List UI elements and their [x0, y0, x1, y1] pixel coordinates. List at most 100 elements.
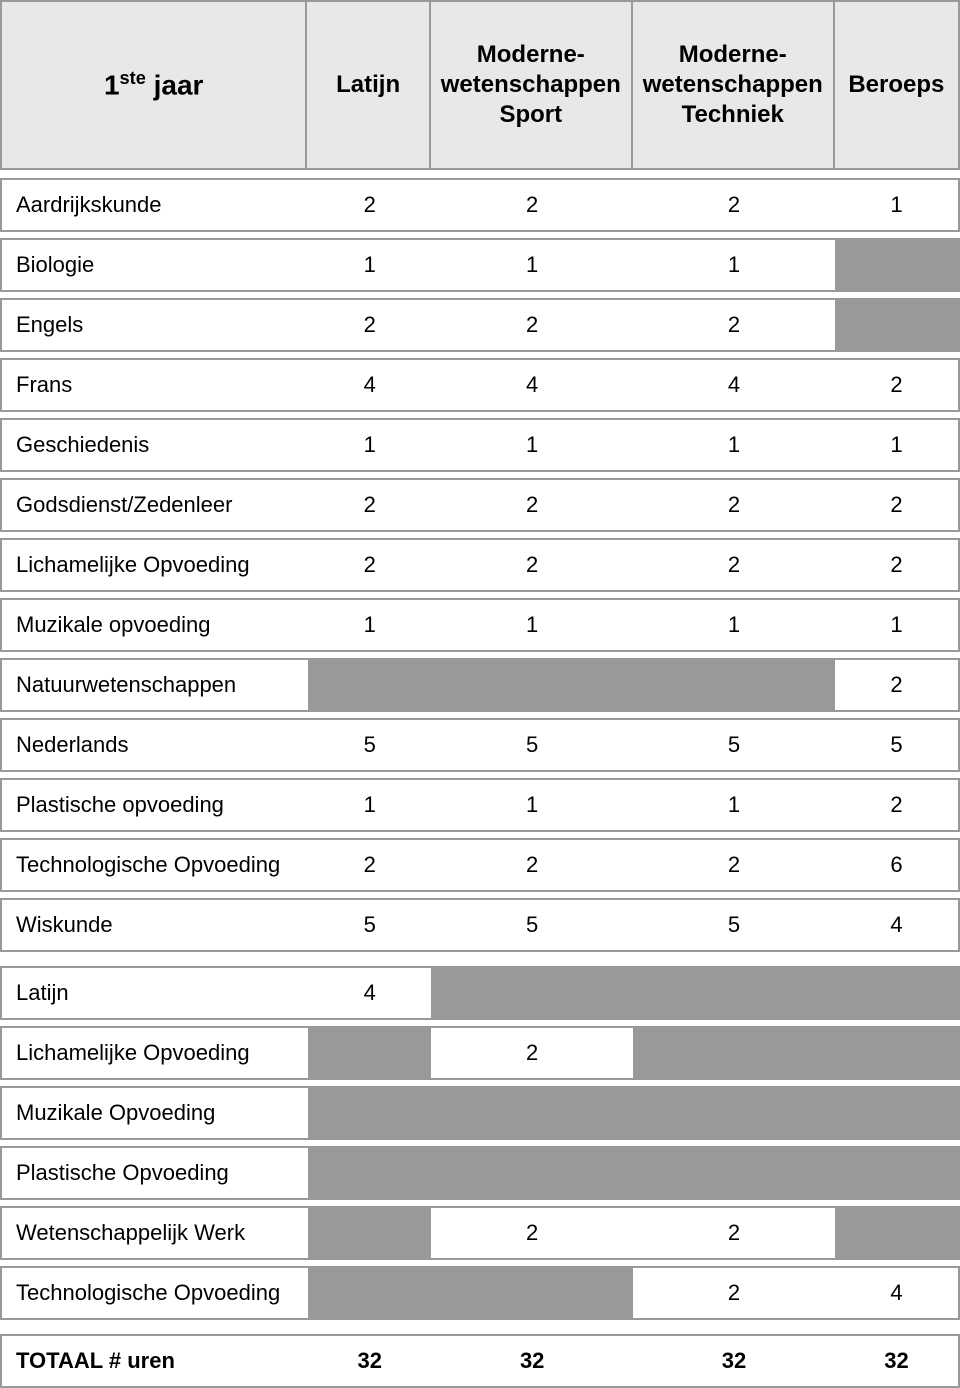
curriculum-table: 1ste jaar Latijn Moderne-wetenschappenSp…: [0, 0, 960, 1388]
hours-value: 2: [308, 480, 431, 530]
hours-value: 5: [431, 900, 633, 950]
hours-value: [835, 968, 958, 1018]
table-row: Wetenschappelijk Werk22: [0, 1206, 960, 1260]
hours-value: [835, 1028, 958, 1078]
hours-value: [633, 968, 835, 1018]
hours-value: 1: [835, 180, 958, 230]
hours-value: [835, 1088, 958, 1138]
table-row: Aardrijkskunde2221: [0, 178, 960, 232]
hours-value: 1: [431, 600, 633, 650]
header-col-latijn: Latijn: [307, 2, 430, 168]
header-col-beroeps: Beroeps: [835, 2, 958, 168]
hours-value: 2: [633, 840, 835, 890]
hours-value: 4: [633, 360, 835, 410]
table-row: Muzikale opvoeding1111: [0, 598, 960, 652]
subject-label: Muzikale opvoeding: [2, 600, 308, 650]
hours-value: 2: [431, 180, 633, 230]
hours-value: 6: [835, 840, 958, 890]
table-row: Biologie111: [0, 238, 960, 292]
subject-label: Technologische Opvoeding: [2, 840, 308, 890]
hours-value: 2: [431, 480, 633, 530]
hours-value: 1: [633, 780, 835, 830]
header-col-moderne-techniek: Moderne-wetenschappenTechniek: [633, 2, 835, 168]
hours-value: 1: [633, 420, 835, 470]
table-row: Technologische Opvoeding2226: [0, 838, 960, 892]
subject-label: Biologie: [2, 240, 308, 290]
hours-value: 2: [835, 780, 958, 830]
subject-label: Plastische opvoeding: [2, 780, 308, 830]
subject-label: Frans: [2, 360, 308, 410]
hours-value: 5: [308, 720, 431, 770]
total-value: 32: [431, 1336, 633, 1386]
hours-value: 1: [308, 600, 431, 650]
hours-value: 2: [835, 540, 958, 590]
hours-value: [633, 660, 835, 710]
hours-value: [633, 1148, 835, 1198]
hours-value: [308, 1268, 431, 1318]
table-row: Godsdienst/Zedenleer2222: [0, 478, 960, 532]
hours-value: 1: [835, 600, 958, 650]
hours-value: 4: [431, 360, 633, 410]
hours-value: 2: [633, 480, 835, 530]
subject-label: Aardrijkskunde: [2, 180, 308, 230]
subject-label: Wetenschappelijk Werk: [2, 1208, 308, 1258]
hours-value: [633, 1028, 835, 1078]
hours-value: 2: [308, 180, 431, 230]
hours-value: 1: [431, 420, 633, 470]
hours-value: [308, 1148, 431, 1198]
table-row: Lichamelijke Opvoeding 2: [0, 1026, 960, 1080]
subject-label: Engels: [2, 300, 308, 350]
hours-value: 4: [308, 360, 431, 410]
hours-value: [633, 1088, 835, 1138]
subject-label: Muzikale Opvoeding: [2, 1088, 308, 1138]
hours-value: 4: [835, 900, 958, 950]
subject-label: Lichamelijke Opvoeding: [2, 540, 308, 590]
subject-label: Geschiedenis: [2, 420, 308, 470]
table-row: Geschiedenis1111: [0, 418, 960, 472]
hours-value: 2: [308, 540, 431, 590]
subject-label: Lichamelijke Opvoeding: [2, 1028, 308, 1078]
table-row: Plastische Opvoeding: [0, 1146, 960, 1200]
hours-value: [308, 1028, 431, 1078]
hours-value: [835, 240, 958, 290]
table-row: Plastische opvoeding1112: [0, 778, 960, 832]
table-row: Lichamelijke Opvoeding2222: [0, 538, 960, 592]
total-value: 32: [835, 1336, 958, 1386]
hours-value: [308, 1208, 431, 1258]
hours-value: 2: [431, 300, 633, 350]
hours-value: 2: [633, 180, 835, 230]
table-body: Aardrijkskunde2221Biologie111Engels222Fr…: [0, 178, 960, 1320]
table-row: Engels222: [0, 298, 960, 352]
header-year-title: 1ste jaar: [2, 2, 307, 168]
table-row: Frans4442: [0, 358, 960, 412]
table-row: Muzikale Opvoeding: [0, 1086, 960, 1140]
subject-label: Plastische Opvoeding: [2, 1148, 308, 1198]
total-label: TOTAAL # uren: [2, 1336, 308, 1386]
subject-label: Latijn: [2, 968, 308, 1018]
hours-value: 1: [431, 240, 633, 290]
table-row: Latijn4: [0, 966, 960, 1020]
header-year-title-text: 1ste jaar: [104, 67, 203, 102]
hours-value: 1: [633, 240, 835, 290]
table-row: Natuurwetenschappen2: [0, 658, 960, 712]
subject-label: Natuurwetenschappen: [2, 660, 308, 710]
hours-value: [308, 660, 431, 710]
subject-label: Wiskunde: [2, 900, 308, 950]
hours-value: 2: [835, 480, 958, 530]
hours-value: 2: [431, 540, 633, 590]
table-row: Technologische Opvoeding24: [0, 1266, 960, 1320]
hours-value: 2: [431, 1028, 633, 1078]
subject-label: Godsdienst/Zedenleer: [2, 480, 308, 530]
hours-value: 4: [835, 1268, 958, 1318]
hours-value: [308, 1088, 431, 1138]
hours-value: 1: [308, 240, 431, 290]
hours-value: 2: [633, 1208, 835, 1258]
hours-value: 1: [431, 780, 633, 830]
total-value: 32: [308, 1336, 431, 1386]
table-row: Nederlands5555: [0, 718, 960, 772]
header-col-moderne-sport: Moderne-wetenschappenSport: [431, 2, 633, 168]
hours-value: 2: [633, 300, 835, 350]
hours-value: 1: [308, 420, 431, 470]
hours-value: 5: [633, 720, 835, 770]
hours-value: 2: [835, 360, 958, 410]
